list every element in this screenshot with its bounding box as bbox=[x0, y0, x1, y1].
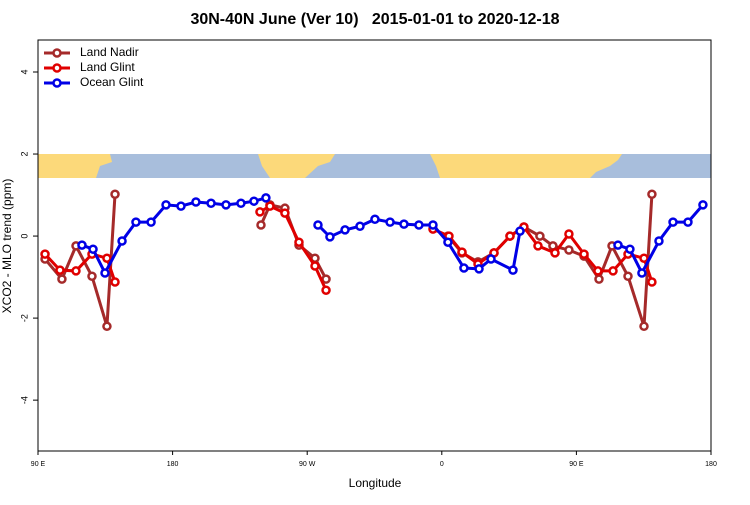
data-point bbox=[647, 189, 657, 199]
data-point bbox=[355, 221, 365, 231]
data-point bbox=[608, 266, 618, 276]
data-point bbox=[533, 241, 543, 251]
data-point bbox=[637, 268, 647, 278]
data-point bbox=[579, 249, 589, 259]
data-point bbox=[102, 253, 112, 263]
data-point bbox=[131, 217, 141, 227]
legend-marker bbox=[52, 63, 62, 73]
data-point bbox=[515, 226, 525, 236]
data-point bbox=[625, 244, 635, 254]
data-point bbox=[486, 254, 496, 264]
data-point bbox=[77, 240, 87, 250]
map-strip bbox=[38, 154, 711, 178]
data-point bbox=[639, 321, 649, 332]
data-point bbox=[256, 220, 266, 230]
data-point bbox=[385, 217, 395, 227]
legend-marker bbox=[52, 78, 62, 88]
data-point bbox=[71, 266, 81, 276]
y-tick-label: -2 bbox=[19, 314, 29, 322]
data-point bbox=[399, 219, 409, 229]
x-axis-label: Longitude bbox=[349, 476, 402, 490]
data-point bbox=[280, 208, 290, 218]
data-point bbox=[325, 232, 335, 242]
data-point bbox=[564, 229, 574, 239]
data-point bbox=[698, 200, 708, 210]
data-point bbox=[321, 285, 331, 295]
plot-frame bbox=[37, 39, 712, 452]
data-point bbox=[668, 217, 678, 227]
chart-title: 30N-40N June (Ver 10) 2015-01-01 to 2020… bbox=[190, 11, 559, 28]
data-point bbox=[40, 249, 50, 259]
data-point bbox=[428, 220, 438, 230]
data-point bbox=[370, 214, 380, 224]
data-point bbox=[255, 207, 265, 217]
data-point bbox=[654, 236, 664, 246]
x-tick-label: 90 E bbox=[31, 461, 46, 468]
data-point bbox=[265, 201, 275, 211]
data-point bbox=[443, 237, 453, 247]
data-point bbox=[647, 277, 657, 287]
data-point bbox=[87, 271, 97, 282]
data-point bbox=[57, 274, 67, 284]
data-point bbox=[249, 196, 259, 206]
data-point bbox=[594, 274, 604, 284]
data-point bbox=[564, 245, 574, 255]
data-point bbox=[457, 247, 467, 257]
data-point bbox=[340, 225, 350, 235]
x-tick-label: 90 W bbox=[299, 461, 316, 468]
data-point bbox=[550, 248, 560, 258]
data-point bbox=[593, 266, 603, 276]
data-point bbox=[261, 193, 271, 203]
data-point bbox=[146, 217, 156, 227]
data-point bbox=[117, 236, 127, 246]
data-point bbox=[683, 217, 693, 227]
legend-label: Land Glint bbox=[80, 60, 135, 74]
x-tick-label: 180 bbox=[167, 461, 179, 468]
y-tick-label: -4 bbox=[19, 396, 29, 404]
series-line bbox=[81, 196, 705, 277]
data-point bbox=[191, 197, 201, 207]
data-point bbox=[313, 220, 323, 230]
data-point bbox=[459, 263, 469, 273]
legend-label: Land Nadir bbox=[80, 45, 139, 59]
data-point bbox=[206, 198, 216, 209]
data-point bbox=[639, 253, 649, 263]
data-point bbox=[623, 271, 633, 282]
data-point bbox=[474, 264, 484, 274]
data-point bbox=[161, 200, 171, 210]
data-point bbox=[310, 261, 320, 271]
x-tick-label: 180 bbox=[705, 461, 717, 468]
series-line bbox=[43, 194, 654, 327]
data-point bbox=[294, 237, 304, 247]
x-tick-label: 90 E bbox=[569, 461, 584, 468]
y-axis-label: XCO2 - MLO trend (ppm) bbox=[0, 179, 14, 314]
data-point bbox=[221, 200, 231, 210]
data-point bbox=[414, 220, 424, 230]
data-point bbox=[110, 189, 120, 199]
data-point bbox=[236, 198, 246, 209]
data-point bbox=[100, 268, 110, 278]
legend-marker bbox=[52, 48, 62, 58]
y-tick-label: 2 bbox=[19, 152, 29, 157]
data-point bbox=[102, 321, 112, 332]
data-point bbox=[110, 277, 120, 287]
data-point bbox=[508, 265, 518, 275]
legend-label: Ocean Glint bbox=[80, 75, 144, 89]
data-point bbox=[613, 240, 623, 250]
data-point bbox=[55, 265, 65, 275]
x-tick-label: 0 bbox=[440, 461, 444, 468]
data-point bbox=[505, 231, 515, 241]
data-point bbox=[88, 244, 98, 254]
y-tick-label: 4 bbox=[19, 69, 29, 74]
y-tick-label: 0 bbox=[19, 234, 29, 239]
data-point bbox=[176, 201, 186, 211]
data-point bbox=[535, 231, 545, 241]
